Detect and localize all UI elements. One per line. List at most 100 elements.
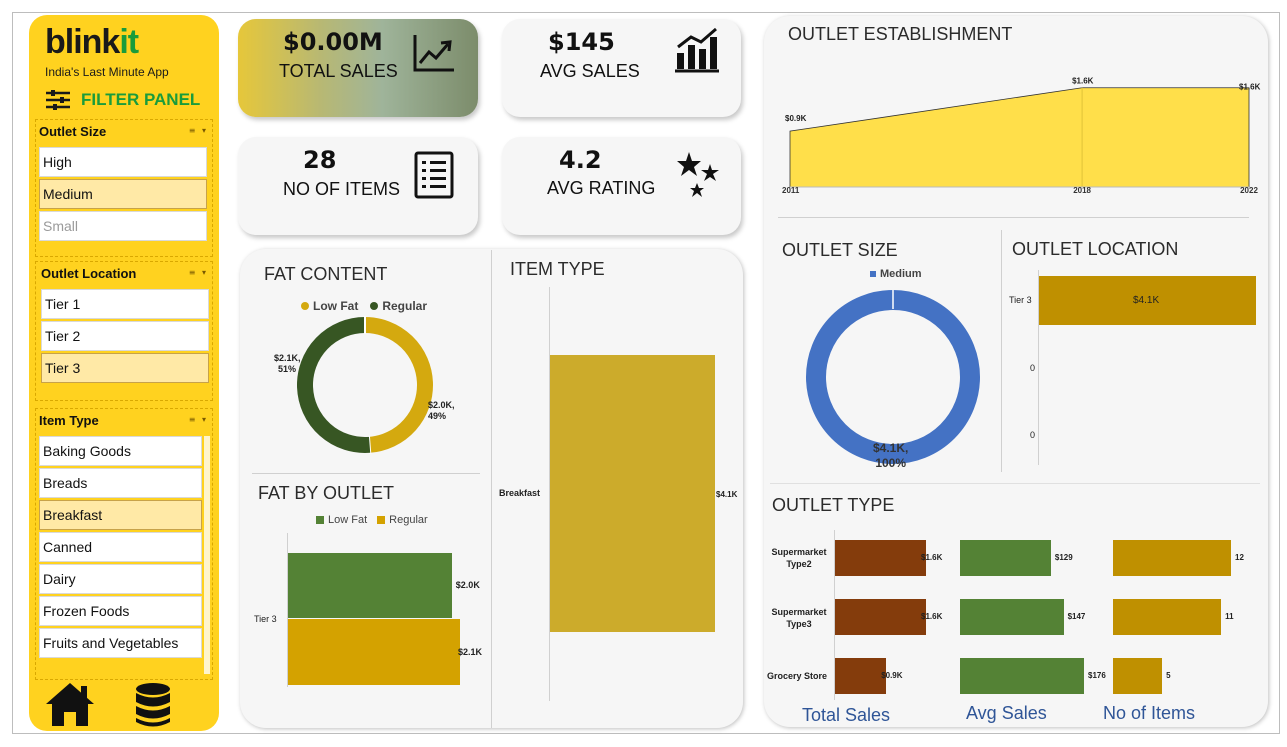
multi-select-icon[interactable]: ≡ ▾ bbox=[188, 126, 208, 135]
legend-fat-by-outlet: Low Fat Regular bbox=[316, 514, 428, 526]
divider bbox=[1001, 230, 1002, 472]
kpi-no-of-items: 28 NO OF ITEMS bbox=[238, 137, 478, 235]
bar-total-sales bbox=[835, 658, 887, 694]
bar-avg-sales bbox=[960, 658, 1084, 694]
data-label: $176 bbox=[1088, 671, 1106, 680]
area-series bbox=[789, 87, 1250, 188]
legend-swatch bbox=[377, 516, 386, 524]
slicer-item-breakfast[interactable]: Breakfast bbox=[39, 500, 202, 530]
donut-slice-regular bbox=[297, 317, 371, 453]
data-label: $2.1K bbox=[458, 647, 483, 657]
chart-title-fat-by-outlet: FAT BY OUTLET bbox=[258, 483, 395, 503]
kpi-value: $0.00M bbox=[283, 28, 383, 56]
legend-swatch bbox=[316, 516, 324, 524]
divider bbox=[252, 473, 480, 474]
category-label: Tier 3 bbox=[1009, 295, 1032, 305]
data-label: 12 bbox=[1235, 553, 1244, 562]
slicer-item-type: Item Type ≡ ▾ Baking Goods Breads Breakf… bbox=[35, 408, 213, 680]
donut-slice-low-fat bbox=[364, 317, 433, 453]
data-label: $147 bbox=[1067, 612, 1086, 621]
slicer-item-tier-1[interactable]: Tier 1 bbox=[41, 289, 209, 319]
series-label-no-of-items: No of Items bbox=[1103, 703, 1196, 723]
kpi-label: AVG SALES bbox=[540, 61, 640, 81]
legend-outlet-size: Medium bbox=[870, 268, 922, 280]
list-icon bbox=[414, 151, 454, 199]
multi-select-icon[interactable]: ≡ ▾ bbox=[188, 268, 208, 277]
sliders-icon bbox=[46, 90, 70, 110]
slicer-item-tier-2[interactable]: Tier 2 bbox=[41, 321, 209, 351]
legend-swatch bbox=[370, 302, 379, 310]
chart-title-outlet-location: OUTLET LOCATION bbox=[1012, 239, 1179, 259]
data-label: $1.6K bbox=[1239, 83, 1261, 92]
legend-label: Medium bbox=[880, 268, 922, 280]
slicer-item-baking-goods[interactable]: Baking Goods bbox=[39, 436, 202, 466]
divider bbox=[778, 217, 1249, 218]
data-label: $1.6K bbox=[921, 553, 943, 562]
bar-avg-sales bbox=[960, 599, 1064, 635]
filter-panel-heading: FILTER PANEL bbox=[45, 89, 200, 111]
kpi-value: 4.2 bbox=[559, 146, 602, 174]
data-label: $1.6K bbox=[921, 612, 943, 621]
slicer-item-canned[interactable]: Canned bbox=[39, 532, 202, 562]
kpi-label: NO OF ITEMS bbox=[283, 179, 400, 199]
fat-content-donut bbox=[297, 316, 433, 454]
chart-title-outlet-establishment: OUTLET ESTABLISHMENT bbox=[788, 24, 1013, 44]
multi-select-icon[interactable]: ≡ ▾ bbox=[188, 415, 208, 424]
divider bbox=[770, 483, 1260, 484]
slicer-scrollbar[interactable] bbox=[204, 436, 210, 674]
slicer-item-frozen-foods[interactable]: Frozen Foods bbox=[39, 596, 202, 626]
kpi-label: AVG RATING bbox=[547, 178, 656, 198]
slicer-item-breads[interactable]: Breads bbox=[39, 468, 202, 498]
data-label: $4.1K bbox=[716, 490, 738, 499]
home-icon[interactable] bbox=[43, 680, 97, 728]
slicer-item-fruits-and-vegetables[interactable]: Fruits and Vegetables bbox=[39, 628, 202, 658]
axis-line bbox=[287, 533, 288, 687]
kpi-total-sales: $0.00M TOTAL SALES bbox=[238, 19, 478, 117]
legend-label: Regular bbox=[389, 514, 428, 526]
blinkit-logo: blinkit bbox=[45, 23, 139, 61]
bar-total-sales bbox=[835, 540, 926, 576]
data-label: $4.1K bbox=[1133, 295, 1160, 306]
trend-up-icon bbox=[413, 35, 454, 72]
slicer-item-medium[interactable]: Medium bbox=[39, 179, 207, 209]
data-label: $2.1K, 51% bbox=[274, 353, 301, 374]
category-label: 0 bbox=[1030, 363, 1036, 373]
slicer-item-tier-3[interactable]: Tier 3 bbox=[41, 353, 209, 383]
axis-line bbox=[549, 287, 550, 701]
bar-breakfast bbox=[550, 355, 715, 632]
filter-sidebar: blinkit India's Last Minute App FILTER P… bbox=[29, 15, 219, 731]
kpi-avg-sales: $145 AVG SALES bbox=[502, 19, 741, 117]
data-label: 5 bbox=[1166, 671, 1171, 680]
category-label: Breakfast bbox=[499, 488, 541, 498]
series-label-avg-sales: Avg Sales bbox=[966, 703, 1047, 723]
category-label: Supermarket Type3 bbox=[771, 607, 827, 629]
category-label: Supermarket Type2 bbox=[771, 547, 827, 569]
bar-no-of-items bbox=[1113, 658, 1163, 694]
kpi-value: 28 bbox=[303, 146, 337, 174]
data-label: $0.9K bbox=[881, 671, 903, 680]
data-label: 11 bbox=[1225, 612, 1234, 621]
data-label: $2.0K bbox=[455, 580, 480, 590]
legend-fat-content: Low Fat Regular bbox=[301, 299, 427, 313]
category-label: 0 bbox=[1030, 430, 1036, 440]
bar-low-fat bbox=[288, 553, 452, 618]
slicer-item-high[interactable]: High bbox=[39, 147, 207, 177]
legend-swatch bbox=[870, 271, 876, 277]
data-label: $4.1K, 100% bbox=[873, 441, 909, 470]
bar-chart-icon bbox=[675, 27, 719, 73]
legend-label: Regular bbox=[382, 299, 428, 313]
kpi-avg-rating: 4.2 AVG RATING bbox=[502, 137, 741, 235]
tick-label: 2018 bbox=[1073, 186, 1091, 195]
outlet-establishment-area: 2011 $0.9K 2018 $1.6K 2022 $1.6K bbox=[782, 77, 1261, 195]
slicer-item-dairy[interactable]: Dairy bbox=[39, 564, 202, 594]
axis-line bbox=[834, 530, 835, 700]
slicer-item-small[interactable]: Small bbox=[39, 211, 207, 241]
legend-swatch bbox=[301, 302, 309, 310]
bar-no-of-items bbox=[1113, 540, 1231, 576]
database-icon[interactable] bbox=[133, 682, 173, 728]
filter-panel-label: FILTER PANEL bbox=[81, 90, 201, 109]
legend-label: Low Fat bbox=[328, 514, 368, 526]
slicer-title: Item Type bbox=[39, 413, 99, 428]
series-label-total-sales: Total Sales bbox=[802, 705, 891, 725]
bar-regular bbox=[288, 619, 460, 685]
